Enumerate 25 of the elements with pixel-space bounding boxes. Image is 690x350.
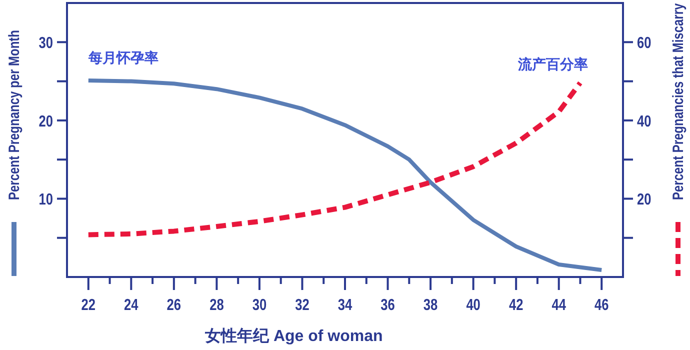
x-tick-label: 30 <box>252 296 267 314</box>
x-axis-title: 女性年纪 Age of woman <box>204 327 383 345</box>
x-tick-label: 22 <box>81 296 96 314</box>
x-tick-label: 44 <box>552 296 566 314</box>
annotation: 每月怀孕率 <box>87 50 158 66</box>
x-tick-label: 40 <box>466 296 480 314</box>
x-tick-label: 34 <box>338 296 352 314</box>
y2-tick-label: 20 <box>637 191 652 210</box>
y-tick-label: 10 <box>38 191 53 210</box>
y-tick-label: 20 <box>38 113 53 131</box>
y-axis-title: Percent Pregnancy per Month <box>6 30 22 200</box>
x-tick-label: 26 <box>166 296 182 314</box>
y-tick-label: 30 <box>38 34 53 53</box>
line-series <box>86 78 604 272</box>
x-tick-label: 28 <box>210 296 224 314</box>
x-tick-label: 36 <box>380 296 395 314</box>
x-tick-label: 32 <box>295 296 310 314</box>
x-tick-label: 24 <box>124 296 138 314</box>
y2-tick-label: 60 <box>637 34 652 53</box>
x-tick-label: 46 <box>594 296 609 314</box>
x-tick-label: 42 <box>508 296 524 314</box>
y2-axis-title: Percent Pregnancies that Miscarry <box>670 2 686 200</box>
y2-tick-label: 40 <box>637 113 652 131</box>
annotation: 流产百分率 <box>517 56 588 72</box>
x-tick-label: 38 <box>423 296 438 314</box>
